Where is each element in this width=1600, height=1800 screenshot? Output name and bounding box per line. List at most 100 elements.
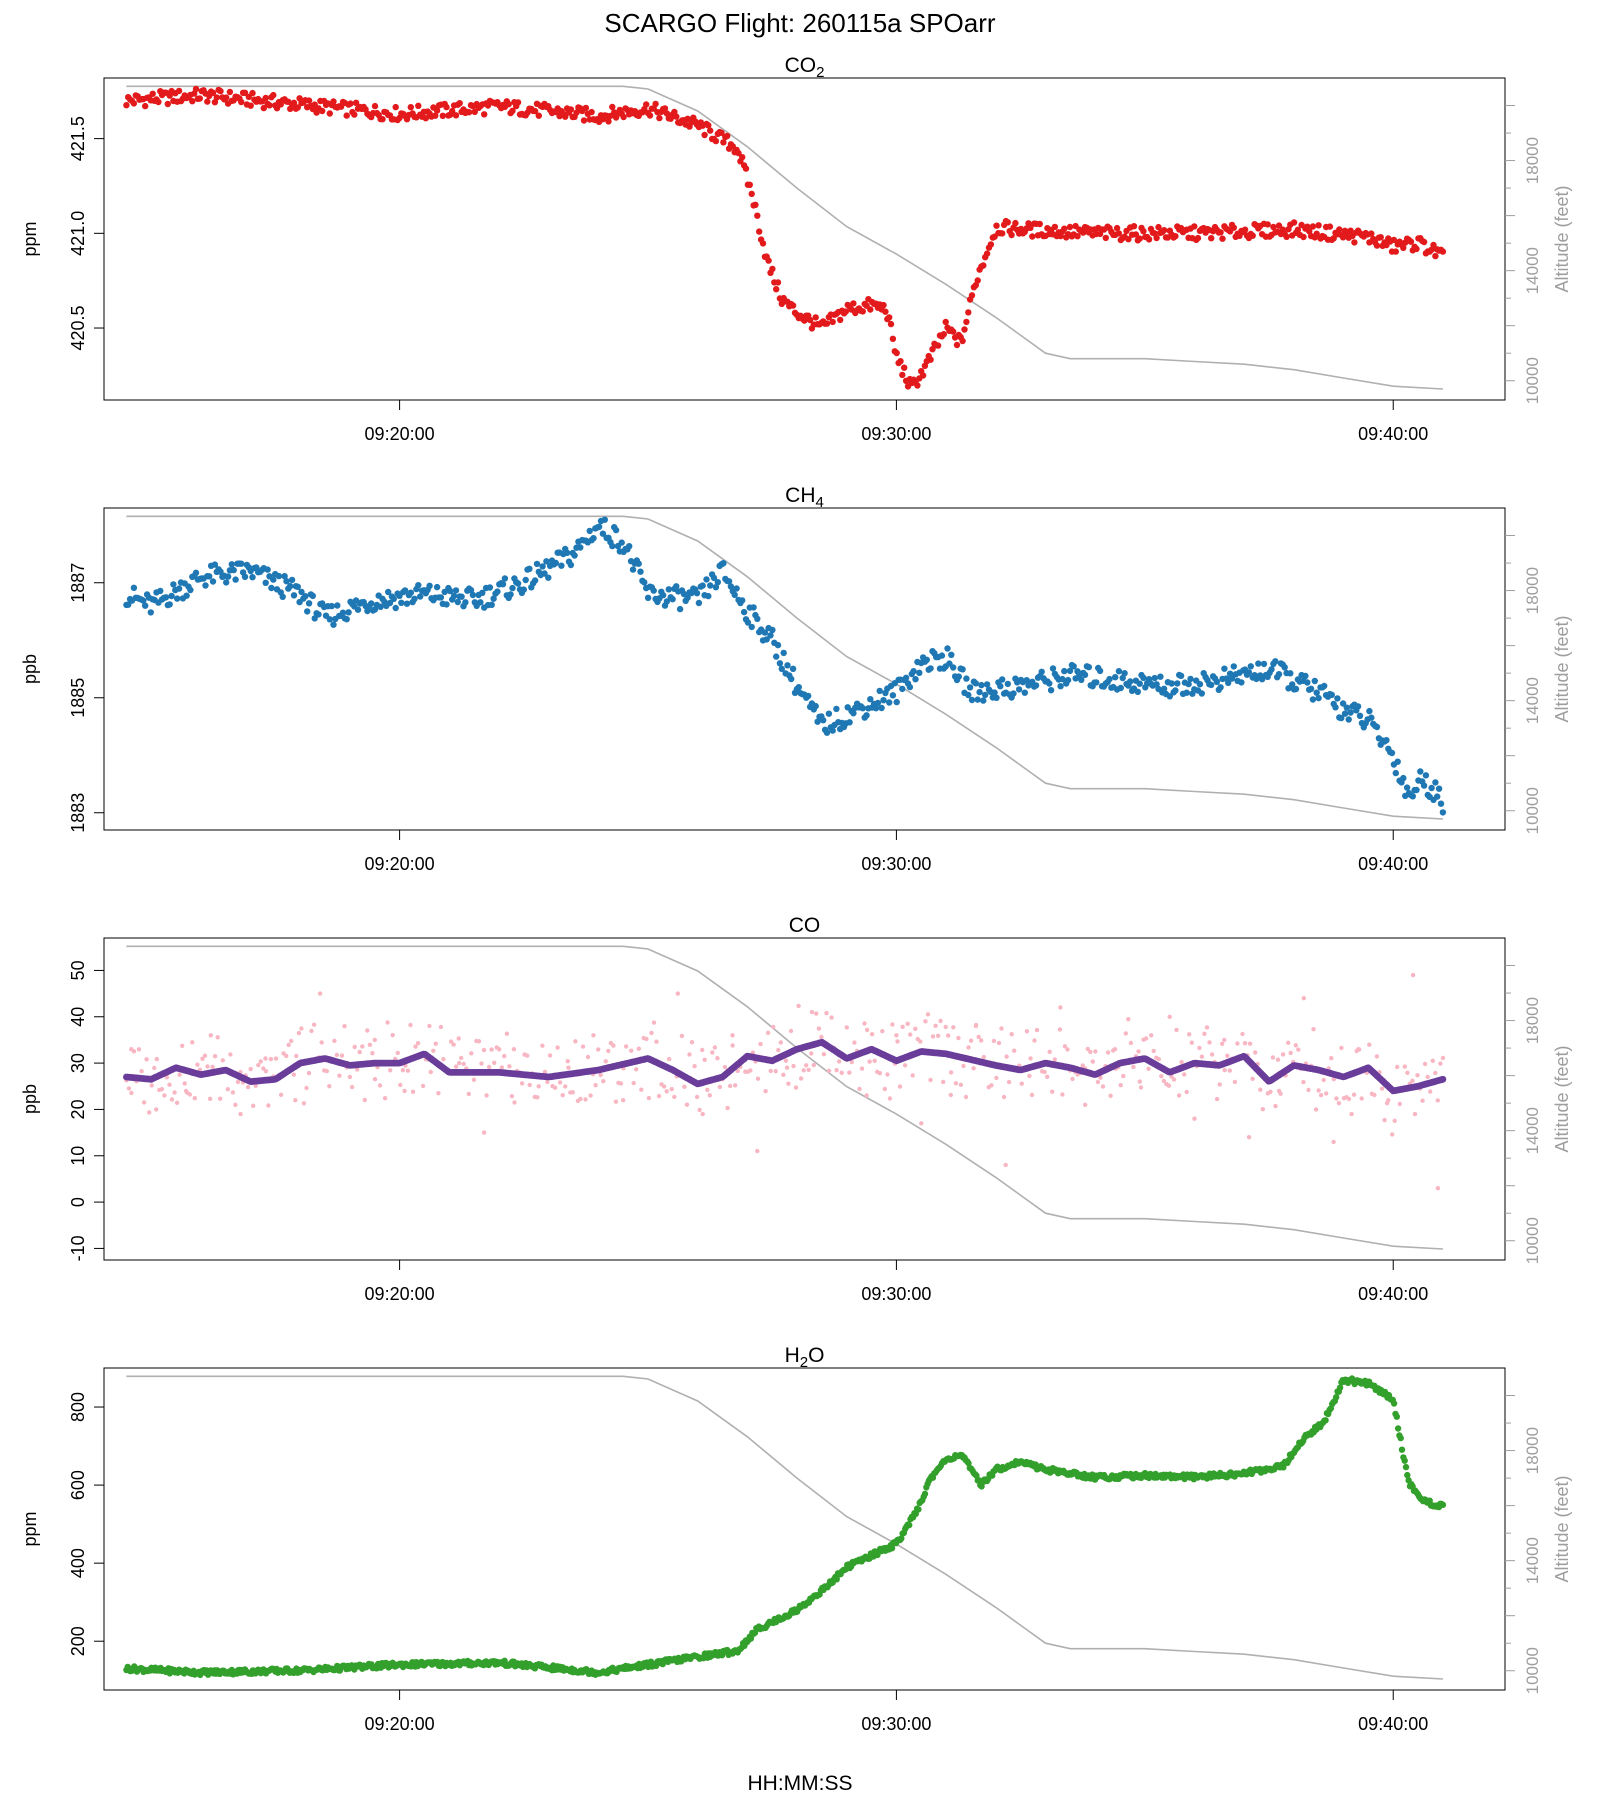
co2-point (756, 228, 763, 235)
co2-point (823, 320, 831, 327)
ch4-point (1070, 663, 1077, 670)
co-raw-point (801, 1068, 806, 1073)
co-raw-point (476, 1039, 482, 1044)
co-raw-point (902, 1063, 908, 1068)
ch4-point (1258, 676, 1266, 683)
co-raw-point (1227, 1068, 1233, 1073)
ch4-point (1115, 668, 1123, 675)
ch4-point (626, 543, 633, 550)
ch4-point (294, 583, 301, 590)
co2-point (481, 111, 488, 118)
co-raw-point (347, 1074, 353, 1080)
ch4-point (978, 681, 985, 689)
co-raw-point (796, 1003, 801, 1009)
co-raw-point (225, 1087, 230, 1092)
ch4-point (526, 565, 533, 572)
co-raw-point (821, 1052, 827, 1057)
co-raw-point (555, 1045, 560, 1050)
co-raw-point (654, 1039, 659, 1044)
ch4-point (130, 584, 138, 591)
ch4-point (1394, 758, 1401, 765)
co-raw-point (248, 1066, 253, 1072)
co-raw-point (1306, 1087, 1311, 1093)
co-raw-point (864, 1027, 870, 1033)
co-raw-point (923, 1019, 928, 1024)
co-raw-point (727, 1083, 733, 1089)
co-raw-point (484, 1093, 489, 1098)
co-raw-point (289, 1038, 294, 1044)
ch4-point (829, 727, 836, 734)
ch4-point (805, 692, 812, 700)
ch4-point (168, 592, 175, 600)
co-raw-point (509, 1094, 515, 1099)
altitude-tick-label: 10000 (1523, 357, 1542, 404)
co2-point (130, 100, 138, 107)
ch4-point (637, 568, 644, 575)
plot-frame (103, 937, 1506, 1261)
co2-point (812, 314, 819, 321)
co-raw-point (291, 1072, 296, 1077)
co-raw-point (1425, 1074, 1430, 1080)
co2-point (1413, 245, 1420, 253)
ch4-point (403, 600, 411, 607)
ch4-point (695, 599, 703, 607)
ch4-point (1315, 694, 1322, 702)
panel-4: H2Oppm200400600800100001400018000Altitud… (20, 1344, 1572, 1734)
ch4-point (426, 582, 433, 589)
ch4-point (304, 608, 311, 615)
ch4-point (641, 579, 648, 586)
co-raw-point (837, 1059, 842, 1064)
co-raw-point (1108, 1093, 1113, 1099)
ch4-point (948, 651, 955, 658)
co2-point (209, 89, 217, 97)
ch4-point (731, 591, 738, 598)
ch4-point (993, 694, 1000, 701)
co2-point (889, 335, 897, 342)
co-raw-point (1174, 1027, 1179, 1033)
co-raw-point (349, 1084, 355, 1090)
ch4-point (501, 575, 509, 582)
co2-point (562, 113, 569, 120)
co-raw-point (1136, 1049, 1141, 1054)
ch4-point (183, 592, 190, 599)
co-raw-point (324, 1069, 329, 1074)
ch4-point (283, 578, 290, 585)
ch4-point (223, 579, 230, 586)
co2-point (735, 149, 742, 157)
co-raw-point (755, 1148, 760, 1154)
co-raw-point (1422, 1061, 1428, 1067)
co2-point (652, 100, 659, 108)
y-tick-label: 421.0 (68, 211, 88, 256)
ch4-point (699, 582, 706, 589)
h2o-point (1336, 1384, 1344, 1391)
ch4-point (279, 593, 286, 600)
ch4-point (586, 527, 593, 535)
co2-point (769, 265, 776, 273)
co-raw-point (897, 1084, 903, 1089)
ch4-point (125, 601, 132, 608)
ch4-point (1160, 685, 1168, 692)
co2-point (196, 95, 203, 102)
co-raw-point (1260, 1107, 1266, 1112)
ch4-point (1392, 769, 1400, 777)
co2-point (1115, 230, 1123, 237)
co2-point (452, 112, 460, 119)
co-raw-point (672, 1094, 677, 1100)
x-axis-label: HH:MM:SS (748, 1772, 853, 1795)
co-raw-point (1209, 1052, 1215, 1057)
ch4-point (509, 584, 516, 592)
co2-point (882, 308, 889, 315)
panel-1: CO2 ppm 420.5 421.0 421.5 10000 14000 18000 Alti… (20, 54, 1572, 444)
co-raw-point (481, 1130, 487, 1135)
co2-point (718, 129, 725, 136)
co-raw-point (352, 1044, 357, 1050)
y-tick-label: 30 (68, 1053, 88, 1073)
panel-title-main: H (785, 1344, 800, 1367)
co2-point (701, 131, 708, 139)
co2-point (223, 94, 230, 101)
co-raw-point (606, 1048, 611, 1054)
ch4-point (1004, 680, 1011, 688)
co-raw-point (215, 1035, 220, 1040)
co-raw-point (905, 1021, 910, 1026)
ch4-point (1230, 663, 1238, 670)
